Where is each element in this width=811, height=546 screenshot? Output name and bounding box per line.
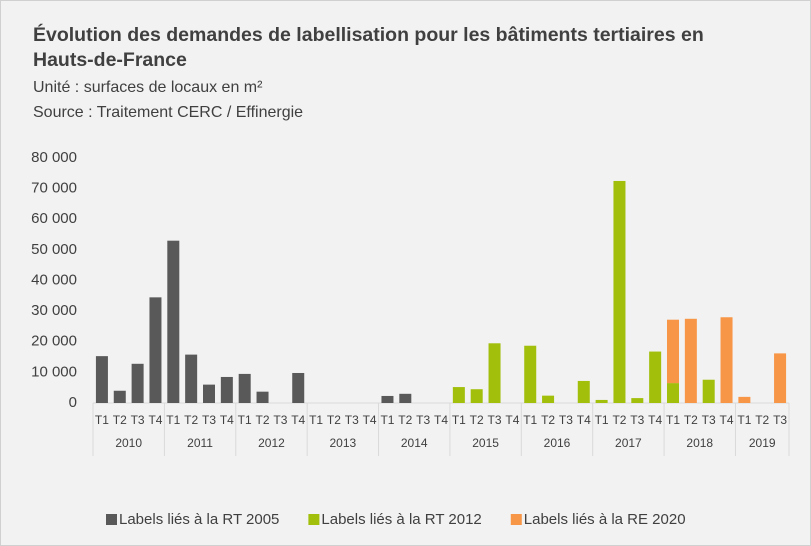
- bar: [292, 372, 305, 403]
- bar: [684, 318, 697, 403]
- x-tick-label: T2: [398, 413, 412, 427]
- x-tick-label: T4: [648, 413, 662, 427]
- bar: [649, 351, 662, 403]
- x-tick-label: T4: [720, 413, 734, 427]
- x-tick-label: T3: [630, 413, 644, 427]
- x-tick-label: T2: [541, 413, 555, 427]
- legend-label: Labels liés à la RE 2020: [524, 511, 686, 528]
- bar: [595, 399, 608, 403]
- bar: [220, 376, 233, 403]
- y-tick-label: 30 000: [31, 302, 77, 319]
- bar: [203, 384, 215, 403]
- legend-label: Labels liés à la RT 2012: [321, 511, 481, 528]
- x-tick-label: T1: [95, 413, 109, 427]
- year-label: 2018: [686, 436, 713, 450]
- x-tick-label: T1: [737, 413, 751, 427]
- x-tick-label: T4: [505, 413, 519, 427]
- legend-swatch: [106, 514, 117, 525]
- legend-label: Labels liés à la RT 2005: [119, 511, 279, 528]
- x-tick-label: T4: [220, 413, 234, 427]
- x-tick-label: T4: [363, 413, 377, 427]
- x-tick-label: T1: [309, 413, 323, 427]
- year-label: 2015: [472, 436, 499, 450]
- bar: [774, 353, 787, 403]
- x-tick-label: T2: [184, 413, 198, 427]
- x-tick-label: T2: [256, 413, 270, 427]
- bar: [131, 363, 144, 403]
- y-tick-label: 10 000: [31, 363, 77, 380]
- x-tick-label: T3: [488, 413, 502, 427]
- bar: [667, 319, 679, 384]
- x-tick-label: T4: [148, 413, 162, 427]
- bar: [95, 356, 108, 403]
- y-tick-label: 60 000: [31, 210, 77, 227]
- bar: [256, 391, 269, 403]
- bar: [381, 395, 394, 403]
- chart-title: Évolution des demandes de labellisation …: [33, 24, 704, 71]
- bar: [113, 390, 126, 403]
- x-tick-label: T2: [612, 413, 626, 427]
- bar: [470, 389, 483, 403]
- bar: [667, 383, 679, 403]
- x-tick-label: T1: [238, 413, 252, 427]
- x-tick-label: T3: [559, 413, 573, 427]
- bar: [149, 297, 162, 403]
- x-tick-label: T2: [755, 413, 769, 427]
- x-tick-label: T1: [452, 413, 466, 427]
- legend-swatch: [308, 514, 320, 525]
- x-tick-label: T1: [523, 413, 537, 427]
- x-tick-label: T3: [273, 413, 287, 427]
- x-tick-label: T1: [595, 413, 609, 427]
- y-tick-label: 20 000: [31, 333, 77, 350]
- y-tick-label: 0: [69, 394, 77, 411]
- x-tick-label: T2: [327, 413, 341, 427]
- y-tick-label: 50 000: [31, 241, 77, 258]
- chart-subtitle: Unité : surfaces de locaux en m²: [33, 79, 263, 96]
- year-label: 2013: [329, 436, 356, 450]
- bar: [631, 398, 644, 403]
- x-tick-label: T2: [684, 413, 698, 427]
- year-label: 2019: [749, 436, 776, 450]
- y-tick-label: 70 000: [31, 180, 77, 197]
- bar: [452, 387, 465, 403]
- x-tick-label: T3: [773, 413, 787, 427]
- bar: [238, 373, 251, 403]
- x-tick-label: T2: [113, 413, 127, 427]
- year-label: 2016: [544, 436, 571, 450]
- bar: [542, 395, 555, 403]
- year-label: 2017: [615, 436, 642, 450]
- bar: [577, 380, 590, 403]
- bar: [185, 354, 198, 403]
- chart-source: Source : Traitement CERC / Effinergie: [33, 104, 304, 121]
- x-tick-label: T1: [380, 413, 394, 427]
- y-tick-label: 40 000: [31, 271, 77, 288]
- bar: [613, 180, 626, 403]
- y-tick-label: 80 000: [31, 149, 77, 166]
- x-tick-label: T4: [577, 413, 591, 427]
- x-tick-label: T2: [470, 413, 484, 427]
- bar: [399, 393, 412, 403]
- x-tick-label: T3: [202, 413, 216, 427]
- year-label: 2011: [187, 436, 213, 450]
- bar: [167, 240, 180, 403]
- x-tick-label: T3: [702, 413, 716, 427]
- year-label: 2012: [258, 436, 285, 450]
- x-tick-label: T4: [291, 413, 305, 427]
- x-tick-label: T1: [666, 413, 680, 427]
- x-tick-label: T3: [131, 413, 145, 427]
- x-tick-label: T4: [434, 413, 448, 427]
- bar: [488, 343, 501, 403]
- legend-swatch: [510, 514, 522, 525]
- x-tick-label: T3: [416, 413, 430, 427]
- bar: [738, 396, 751, 403]
- x-tick-label: T1: [166, 413, 180, 427]
- bar: [702, 379, 715, 403]
- bar: [524, 345, 537, 403]
- year-label: 2014: [401, 436, 428, 450]
- year-label: 2010: [115, 436, 142, 450]
- x-tick-label: T3: [345, 413, 359, 427]
- bar: [720, 317, 733, 403]
